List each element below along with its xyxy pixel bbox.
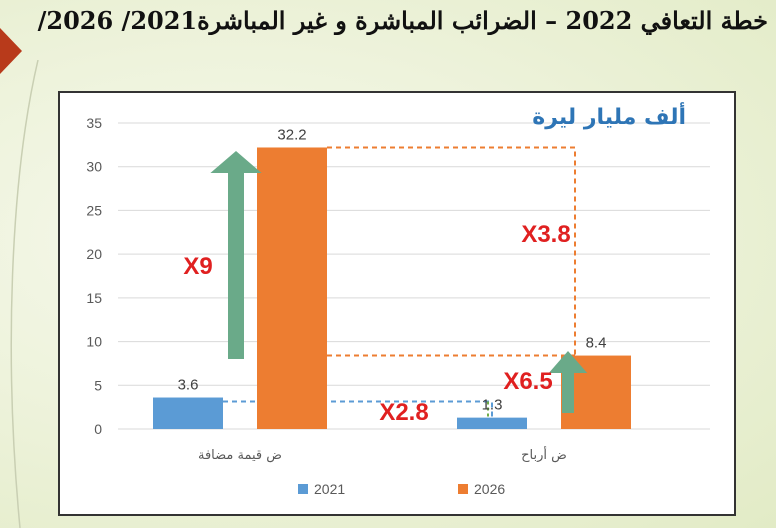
bar-2026-0 [257,147,327,430]
annotation-x3-8: X3.8 [521,221,570,248]
data-label: 1.3 [482,397,503,414]
annotation-x2-8: X2.8 [379,399,428,426]
legend-swatch [458,484,468,494]
y-tick-label: 10 [86,334,102,350]
chart-frame: 0 5 10 15 20 25 30 35 3.6 1.3 32.2 8.4 ض قيمة مضاف… [58,91,736,516]
data-label: 8.4 [586,335,607,352]
x-category-label: ض أرباح [521,446,567,463]
arrow-up-icon [548,351,588,413]
y-tick-label: 25 [86,202,102,218]
bars [153,147,631,430]
arrow-up-icon [210,151,262,359]
slide-title: خطة التعافي 2022 – الضرائب المباشرة و غي… [37,6,768,35]
y-axis-ticks: 0 5 10 15 20 25 30 35 [86,115,102,437]
unit-label: ألف مليار ليرة [532,101,686,130]
bar-2021-0 [153,397,223,429]
x-axis-categories: ض قيمة مضافة ض أرباح [198,446,567,463]
y-tick-label: 20 [86,246,102,262]
y-tick-label: 35 [86,115,102,131]
y-tick-label: 15 [86,290,102,306]
data-labels: 3.6 1.3 32.2 8.4 [178,126,607,413]
annotation-x9: X9 [183,253,212,280]
legend-label: 2026 [474,481,505,497]
legend-label: 2021 [314,481,345,497]
bar-chart: 0 5 10 15 20 25 30 35 3.6 1.3 32.2 8.4 ض قيمة مضاف… [86,101,710,497]
bar-2021-1 [457,417,527,429]
decorative-curve [10,60,39,528]
legend-swatch [298,484,308,494]
connector-2026 [327,146,576,366]
growth-arrows [210,151,588,413]
data-label: 32.2 [277,126,306,143]
decorative-triangle [0,28,22,74]
data-label: 3.6 [178,377,199,394]
y-tick-label: 30 [86,159,102,175]
y-tick-label: 0 [94,421,102,437]
annotation-x6-5: X6.5 [503,368,552,395]
legend: 2021 2026 [298,481,505,497]
connector-2021 [223,400,493,418]
y-tick-label: 5 [94,377,102,393]
x-category-label: ض قيمة مضافة [198,448,282,463]
